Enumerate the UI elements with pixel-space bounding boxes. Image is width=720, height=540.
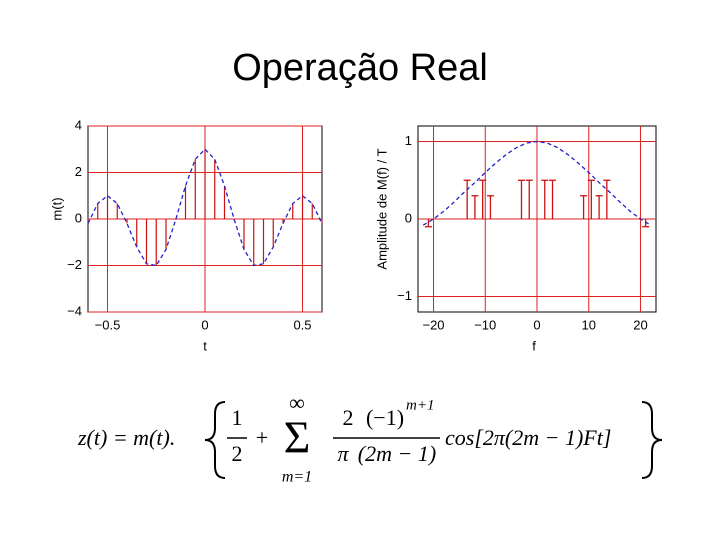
- x-axis-label: t: [203, 338, 207, 353]
- y-tick-label: −2: [67, 257, 82, 272]
- x-tick-label: 20: [633, 317, 647, 332]
- title: Operação Real: [232, 47, 488, 89]
- x-tick-label: 10: [582, 317, 596, 332]
- x-tick-label: −20: [422, 317, 444, 332]
- x-tick-label: 0: [201, 317, 208, 332]
- brace-left: [204, 401, 226, 479]
- y-tick-label: −4: [67, 303, 82, 318]
- formula-num-a: 2: [343, 405, 354, 430]
- y-axis-label: Amplitude de M(f) / T: [374, 148, 389, 269]
- signal-line: [422, 140, 652, 226]
- formula-inf: ∞: [289, 390, 305, 415]
- brace-right: [641, 401, 663, 479]
- formula-sigma: Σ: [284, 412, 311, 463]
- y-axis-label: m(t): [49, 197, 64, 220]
- formula-den-a: π: [337, 441, 349, 466]
- y-tick-label: −1: [397, 288, 412, 303]
- x-tick-label: 0: [533, 317, 540, 332]
- y-tick-label: 2: [75, 164, 82, 179]
- y-tick-label: 0: [75, 210, 82, 225]
- y-tick-label: 1: [405, 133, 412, 148]
- y-tick-label: 0: [405, 210, 412, 225]
- formula-num-exp: m+1: [406, 397, 434, 413]
- x-tick-label: 0.5: [293, 317, 311, 332]
- formula-cos: cos[2π(2m − 1)Ft]: [445, 425, 611, 450]
- x-tick-label: −10: [474, 317, 496, 332]
- y-tick-label: 4: [75, 117, 82, 132]
- formula-plus: +: [256, 425, 268, 450]
- formula-one: 1: [232, 405, 243, 430]
- formula-lhs: z(t) = m(t).: [77, 425, 175, 450]
- formula-sub: m=1: [282, 469, 312, 486]
- formula-den-b: (2m − 1): [358, 441, 436, 466]
- formula-num-b: (−1): [366, 405, 404, 430]
- x-tick-label: −0.5: [95, 317, 121, 332]
- signal-line: [87, 148, 323, 267]
- x-axis-label: f: [532, 338, 536, 353]
- formula: z(t) = m(t). 1 2 + ∞ Σ m=1 2 (−1) m+1 π …: [77, 390, 663, 486]
- formula-two: 2: [232, 441, 243, 466]
